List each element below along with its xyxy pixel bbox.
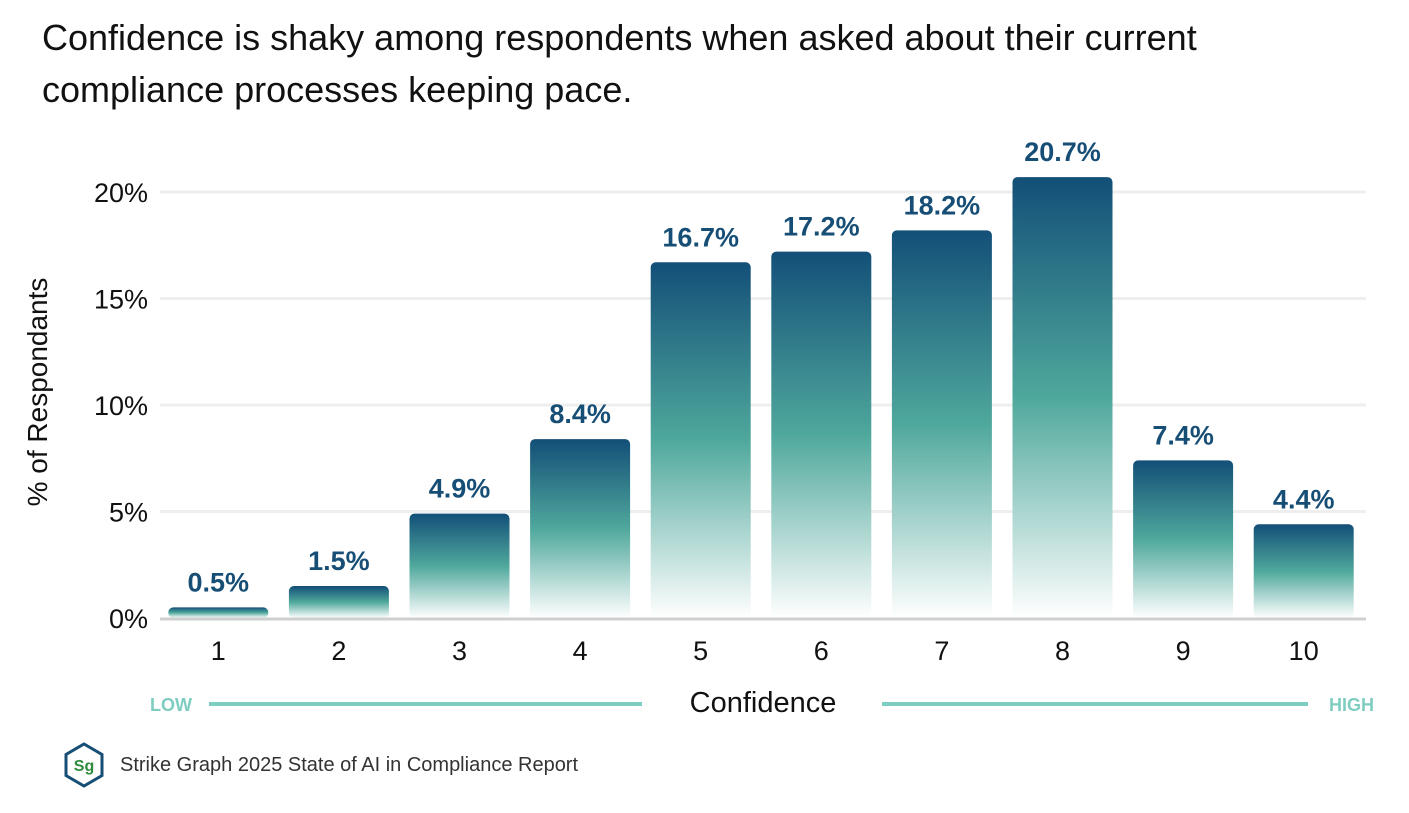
x-axis-label: Confidence [690, 687, 837, 719]
x-axis-ticks: 1 2 3 4 5 6 7 8 9 10 [211, 636, 1319, 666]
x-tick-label: 6 [814, 636, 829, 666]
bar [1253, 524, 1354, 618]
data-label: 20.7% [1024, 137, 1101, 167]
strike-graph-logo-icon: Sg [64, 742, 104, 788]
data-labels: 0.5% 1.5% 4.9% 8.4% 16.7% 17.2% 18.2% 20.7% 7.4%… [188, 137, 1335, 597]
x-tick-label: 5 [693, 636, 708, 666]
bar [409, 513, 510, 618]
data-label: 17.2% [783, 212, 860, 242]
source-footer: Sg Strike Graph 2025 State of AI in Comp… [62, 740, 578, 790]
bars [168, 177, 1354, 618]
y-tick-label: 10% [94, 391, 148, 421]
bar [1012, 177, 1113, 618]
confidence-scale: LOW Confidence HIGH [150, 687, 1374, 719]
x-tick-label: 10 [1289, 636, 1319, 666]
y-tick-label: 0% [109, 604, 148, 634]
source-text: Strike Graph 2025 State of AI in Complia… [120, 753, 579, 776]
bar [891, 230, 992, 618]
x-tick-label: 2 [331, 636, 346, 666]
bar [1133, 460, 1234, 618]
scale-high-label: HIGH [1329, 695, 1374, 715]
data-label: 8.4% [549, 399, 611, 429]
data-label: 16.7% [662, 222, 739, 252]
bar [288, 586, 389, 618]
x-tick-label: 4 [573, 636, 588, 666]
y-tick-label: 5% [109, 498, 148, 528]
logo-text: Sg [74, 758, 94, 775]
bar [168, 607, 269, 618]
data-label: 4.4% [1273, 484, 1335, 514]
bar [650, 262, 751, 618]
bar [530, 439, 631, 618]
x-tick-label: 7 [934, 636, 949, 666]
data-label: 4.9% [429, 474, 491, 504]
data-label: 7.4% [1152, 420, 1214, 450]
y-axis-ticks: 0% 5% 10% 15% 20% [94, 178, 148, 634]
chart-title: Confidence is shaky among respondents wh… [42, 17, 1197, 110]
data-label: 18.2% [904, 190, 981, 220]
x-tick-label: 3 [452, 636, 467, 666]
x-tick-label: 1 [211, 636, 226, 666]
data-label: 0.5% [188, 567, 250, 597]
y-tick-label: 15% [94, 285, 148, 315]
data-label: 1.5% [308, 546, 370, 576]
scale-low-label: LOW [150, 695, 192, 715]
y-tick-label: 20% [94, 178, 148, 208]
bar [771, 251, 872, 618]
x-tick-label: 8 [1055, 636, 1070, 666]
x-tick-label: 9 [1176, 636, 1191, 666]
